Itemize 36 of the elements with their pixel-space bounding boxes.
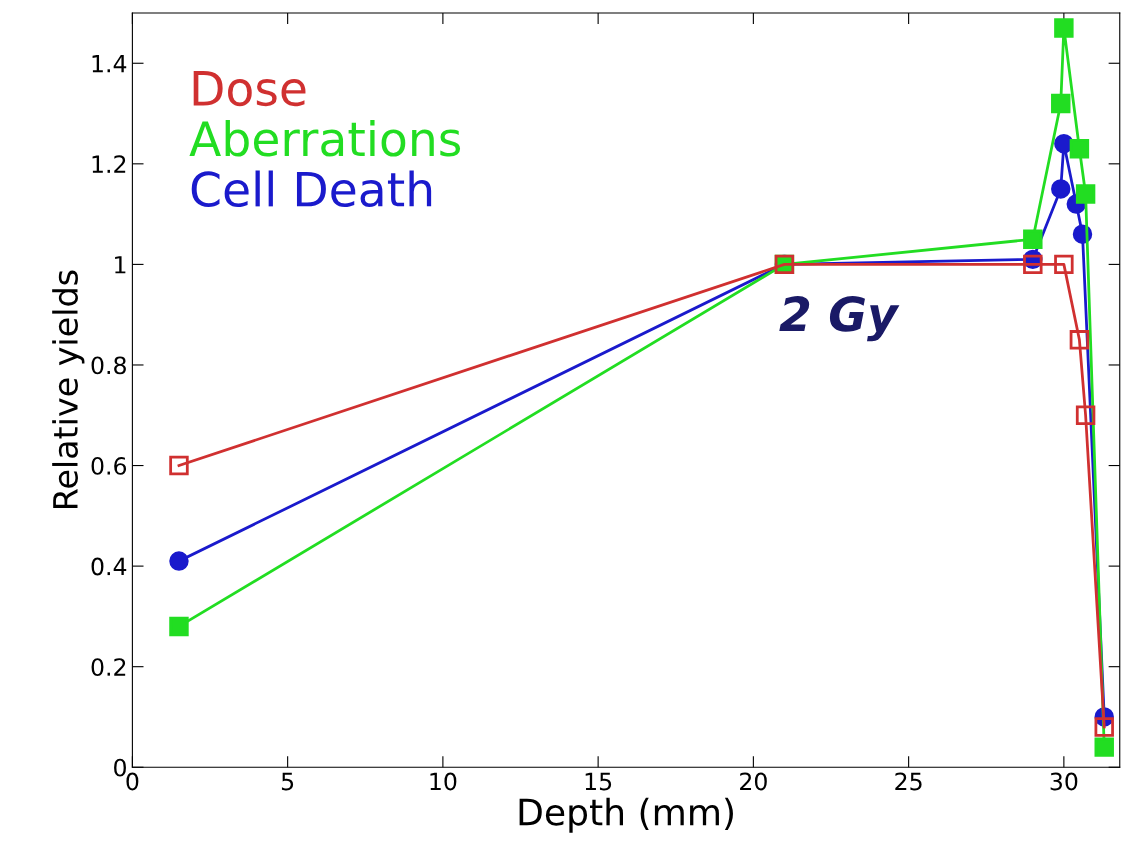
y-tick-label: 1 bbox=[115, 256, 126, 274]
point bbox=[169, 616, 189, 637]
annotation: 2 Gy bbox=[779, 296, 900, 342]
y-tick-label: 1.4 bbox=[92, 55, 127, 73]
point bbox=[1054, 254, 1074, 275]
x-tick-label: 25 bbox=[895, 772, 922, 791]
y-tick-label: 0.6 bbox=[91, 456, 127, 475]
point bbox=[1054, 18, 1074, 38]
x-tick-label: 0 bbox=[126, 772, 139, 791]
x-tick-label: 15 bbox=[585, 772, 612, 791]
y-tick-label: 1.2 bbox=[92, 155, 126, 173]
point bbox=[1069, 330, 1090, 350]
point bbox=[169, 551, 189, 571]
y-tick-label: 0 bbox=[114, 758, 126, 777]
point bbox=[1051, 93, 1071, 114]
point bbox=[1023, 254, 1043, 275]
y-axis-title: Relative yields bbox=[52, 270, 85, 508]
text: Dose bbox=[193, 71, 306, 107]
y-tick-label: 0.4 bbox=[91, 557, 127, 576]
point bbox=[1075, 184, 1096, 204]
text: Cell Death bbox=[191, 170, 432, 208]
text: Aberrations bbox=[189, 120, 461, 157]
point bbox=[169, 455, 189, 476]
point bbox=[1069, 139, 1090, 159]
point bbox=[1051, 179, 1071, 199]
x-axis-title: Depth (mm) bbox=[519, 797, 733, 833]
point bbox=[1023, 229, 1043, 249]
point bbox=[1075, 405, 1096, 425]
y-tick-label: 0.2 bbox=[91, 658, 126, 676]
x-tick-label: 30 bbox=[1050, 772, 1078, 791]
x-tick-label: 20 bbox=[740, 772, 767, 791]
point bbox=[1094, 717, 1114, 737]
x-tick-label: 5 bbox=[281, 772, 294, 791]
x-tick-label: 10 bbox=[430, 772, 457, 791]
y-tick-label: 0.8 bbox=[91, 356, 126, 375]
point bbox=[1094, 737, 1114, 757]
